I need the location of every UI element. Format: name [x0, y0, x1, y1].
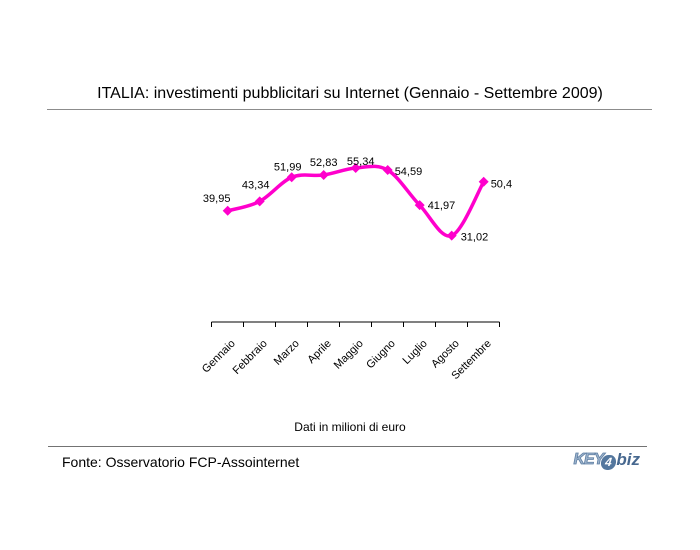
category-label: Febbraio — [231, 338, 270, 377]
category-label: Gennaio — [200, 338, 238, 376]
category-label: Aprile — [305, 338, 333, 366]
data-label: 31,02 — [461, 232, 489, 244]
category-label: Maggio — [332, 338, 366, 372]
logo-biz-text: biz — [616, 450, 640, 469]
data-label: 39,95 — [203, 193, 231, 205]
category-label: Marzo — [272, 338, 302, 368]
chart-title: ITALIA: investimenti pubblicitari su Int… — [97, 85, 603, 102]
logo-four-badge: 4 — [600, 454, 618, 470]
data-point-marker — [478, 176, 489, 187]
category-label: Settembre — [449, 338, 493, 382]
data-label: 41,97 — [428, 200, 456, 212]
data-point-marker — [254, 196, 265, 207]
data-point-marker — [286, 172, 297, 183]
axis-note: Dati in milioni di euro — [294, 420, 406, 434]
data-point-marker — [382, 165, 393, 176]
data-label: 51,99 — [274, 161, 302, 173]
source-note: Fonte: Osservatorio FCP-Assointernet — [62, 454, 300, 470]
data-point-marker — [222, 205, 233, 216]
logo-key-text: KEY — [573, 451, 605, 469]
category-label: Giugno — [364, 338, 398, 372]
data-point-marker — [446, 230, 457, 241]
key4biz-logo: KEY 4 biz — [573, 450, 640, 470]
data-label: 55,34 — [347, 156, 375, 168]
series-line — [225, 164, 486, 238]
data-point-marker — [350, 162, 361, 173]
footer-divider — [48, 446, 647, 447]
data-point-marker — [414, 200, 425, 211]
data-label: 43,34 — [242, 179, 270, 191]
data-label: 52,83 — [310, 157, 338, 169]
category-label: Luglio — [401, 338, 430, 367]
category-label: Agosto — [429, 338, 462, 371]
data-label: 54,59 — [395, 166, 423, 178]
data-point-marker — [318, 169, 329, 180]
data-label: 50,4 — [491, 179, 512, 191]
title-divider — [47, 109, 652, 110]
